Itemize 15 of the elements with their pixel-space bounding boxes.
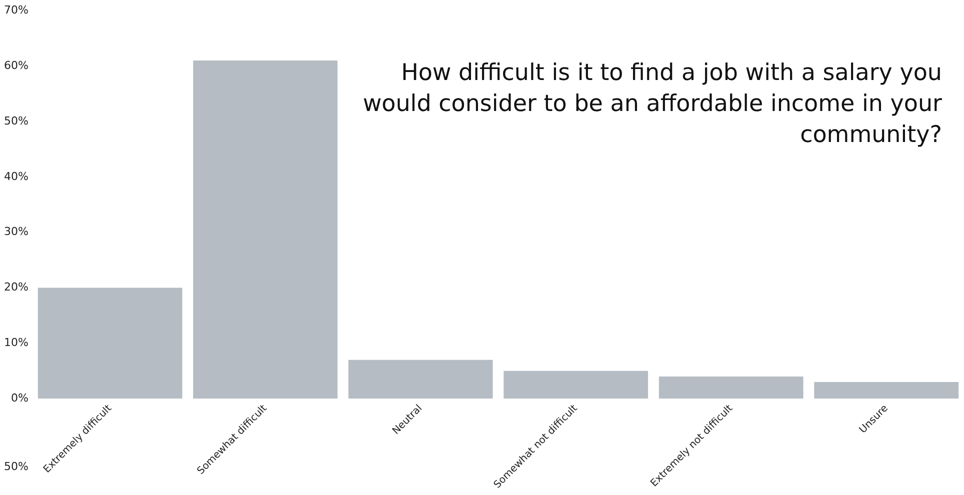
bar [193, 60, 338, 399]
bar [38, 288, 182, 399]
y-tick-label: 50% [4, 114, 28, 128]
bar [504, 370, 648, 399]
y-tick-label: 30% [4, 225, 28, 238]
y-tick-label: 60% [4, 58, 28, 72]
y-tick-label: 0% [10, 391, 28, 404]
bar [814, 382, 959, 399]
bar [658, 376, 804, 399]
y-tick-label: 10% [4, 336, 28, 350]
y-tick-label: 20% [4, 280, 28, 294]
y-tick-label: 40% [4, 170, 28, 183]
y-tick-label: 70% [4, 3, 28, 16]
text: How difficult is it to find a job with a salary you would consider to be an affordable income in your community? [362, 59, 942, 150]
bar [348, 360, 493, 399]
